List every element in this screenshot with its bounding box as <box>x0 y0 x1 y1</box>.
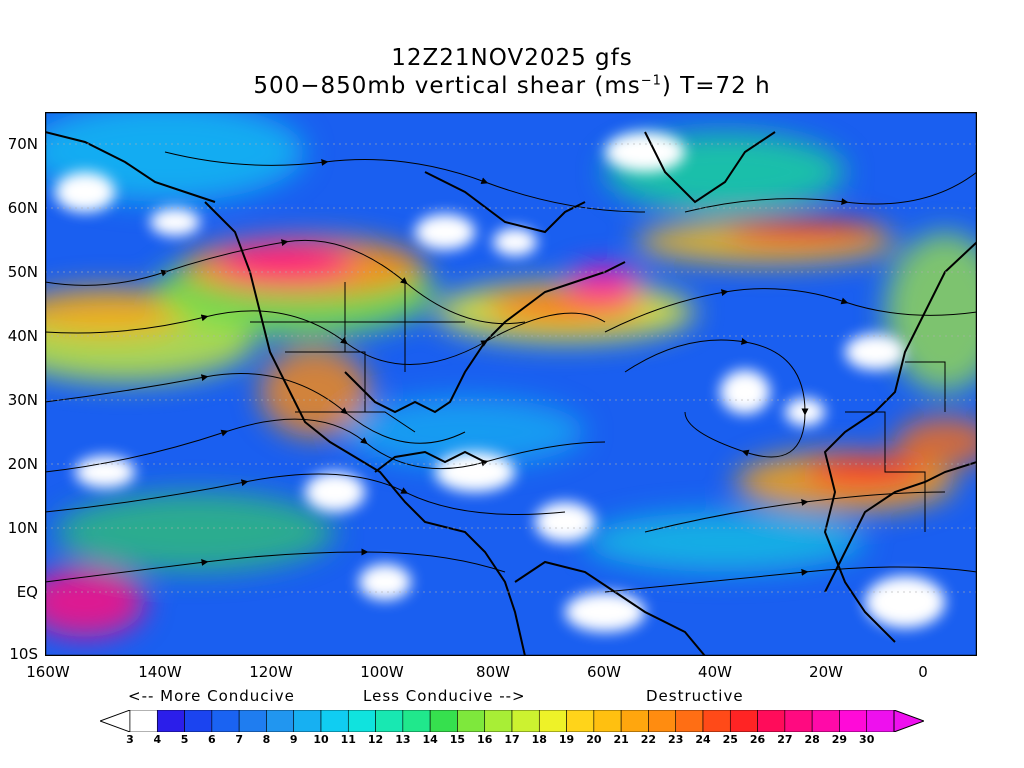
colorbar-swatch <box>839 710 868 732</box>
subtitle-prefix: 500−850mb vertical shear (ms <box>253 73 641 99</box>
more-conducive-label: <-- More Conducive <box>128 687 295 705</box>
lat-label: 70N <box>7 135 38 153</box>
subtitle-superscript: −1 <box>640 73 662 89</box>
lon-label: 80W <box>476 663 510 681</box>
lon-label: 0 <box>918 663 928 681</box>
colorbar-swatch <box>702 710 731 732</box>
colorbar-tick-label: 17 <box>504 733 520 746</box>
lat-label: 60N <box>7 199 38 217</box>
lon-label: 120W <box>249 663 293 681</box>
lat-label: 20N <box>7 455 38 473</box>
colorbar-tick-label: 29 <box>831 733 848 746</box>
colorbar-tick-label: 23 <box>668 733 684 746</box>
coastlines <box>45 131 977 656</box>
colorbar-tick-label: 20 <box>586 733 602 746</box>
colorbar-swatch <box>375 710 404 732</box>
lon-label: 60W <box>587 663 621 681</box>
colorbar-swatch <box>320 710 349 732</box>
colorbar-high-arrow <box>893 710 924 732</box>
chart-subtitle: 500−850mb vertical shear (ms−1) T=72 h <box>0 73 1024 99</box>
colorbar-tick-label: 4 <box>153 733 162 746</box>
colorbar-tick-label: 9 <box>289 733 298 746</box>
colorbar-tick-label: 26 <box>749 733 766 746</box>
lat-label: 50N <box>7 263 38 281</box>
colorbar-swatch <box>620 710 649 732</box>
colorbar-tick-label: 8 <box>262 733 271 746</box>
colorbar-tick-label: 13 <box>395 733 411 746</box>
lat-label: 10S <box>9 645 38 663</box>
colorbar-swatch <box>784 710 813 732</box>
lat-label: 10N <box>7 519 38 537</box>
colorbar-swatch <box>566 710 595 732</box>
colorbar-swatch <box>729 710 758 732</box>
lon-label: 40W <box>698 663 732 681</box>
colorbar-tick-label: 5 <box>180 733 189 746</box>
colorbar-low-arrow <box>100 710 131 732</box>
colorbar-tick-label: 24 <box>695 733 711 746</box>
lon-label: 20W <box>809 663 843 681</box>
colorbar-swatch <box>184 710 213 732</box>
colorbar-swatch <box>675 710 704 732</box>
colorbar-tick-label: 19 <box>558 733 575 746</box>
colorbar-tick-label: 25 <box>722 733 738 746</box>
colorbar-tick-label: 12 <box>367 733 384 746</box>
colorbar-swatch <box>511 710 540 732</box>
colorbar-swatch <box>293 710 322 732</box>
colorbar-swatch <box>429 710 458 732</box>
less-conducive-label: Less Conducive --> <box>363 687 526 705</box>
colorbar-swatch <box>648 710 677 732</box>
colorbar-swatch <box>457 710 486 732</box>
lon-label: 160W <box>26 663 70 681</box>
colorbar-swatch <box>538 710 567 732</box>
lat-label: 30N <box>7 391 38 409</box>
colorbar-swatch <box>757 710 786 732</box>
colorbar-swatch <box>211 710 240 732</box>
colorbar-tick-label: 16 <box>477 733 493 746</box>
colorbar-swatch <box>811 710 840 732</box>
colorbar-swatch <box>347 710 376 732</box>
colorbar-tick-label: 7 <box>235 733 243 746</box>
shear-map <box>45 112 977 656</box>
streamlines <box>45 151 977 593</box>
colorbar-swatch <box>238 710 267 732</box>
colorbar-tick-label: 30 <box>859 733 875 746</box>
colorbar-swatch <box>129 710 158 732</box>
colorbar-swatch <box>484 710 513 732</box>
lat-label: 40N <box>7 327 38 345</box>
colorbar-tick-label: 22 <box>640 733 657 746</box>
chart-title: 12Z21NOV2025 gfs <box>391 45 633 71</box>
colorbar-swatch <box>402 710 431 732</box>
colorbar-swatch <box>593 710 622 732</box>
destructive-label: Destructive <box>646 687 744 705</box>
lon-label: 140W <box>138 663 182 681</box>
colorbar-tick-label: 10 <box>313 733 329 746</box>
colorbar-tick-label: 21 <box>613 733 629 746</box>
colorbar-tick-label: 11 <box>340 733 356 746</box>
colorbar-tick-label: 6 <box>208 733 216 746</box>
colorbar-tick-label: 28 <box>804 733 820 746</box>
colorbar-tick-label: 3 <box>126 733 134 746</box>
colorbar-swatch <box>866 710 895 732</box>
borders <box>250 282 946 532</box>
lat-label: EQ <box>16 583 38 601</box>
map-frame <box>45 112 977 656</box>
colorbar <box>100 710 924 732</box>
colorbar-tick-label: 18 <box>531 733 547 746</box>
colorbar-tick-label: 15 <box>449 733 466 746</box>
subtitle-suffix: ) T=72 h <box>661 73 771 99</box>
colorbar-tick-label: 14 <box>422 733 438 746</box>
colorbar-swatch <box>266 710 295 732</box>
colorbar-swatch <box>156 710 185 732</box>
colorbar-tick-label: 27 <box>777 733 793 746</box>
lon-label: 100W <box>360 663 404 681</box>
